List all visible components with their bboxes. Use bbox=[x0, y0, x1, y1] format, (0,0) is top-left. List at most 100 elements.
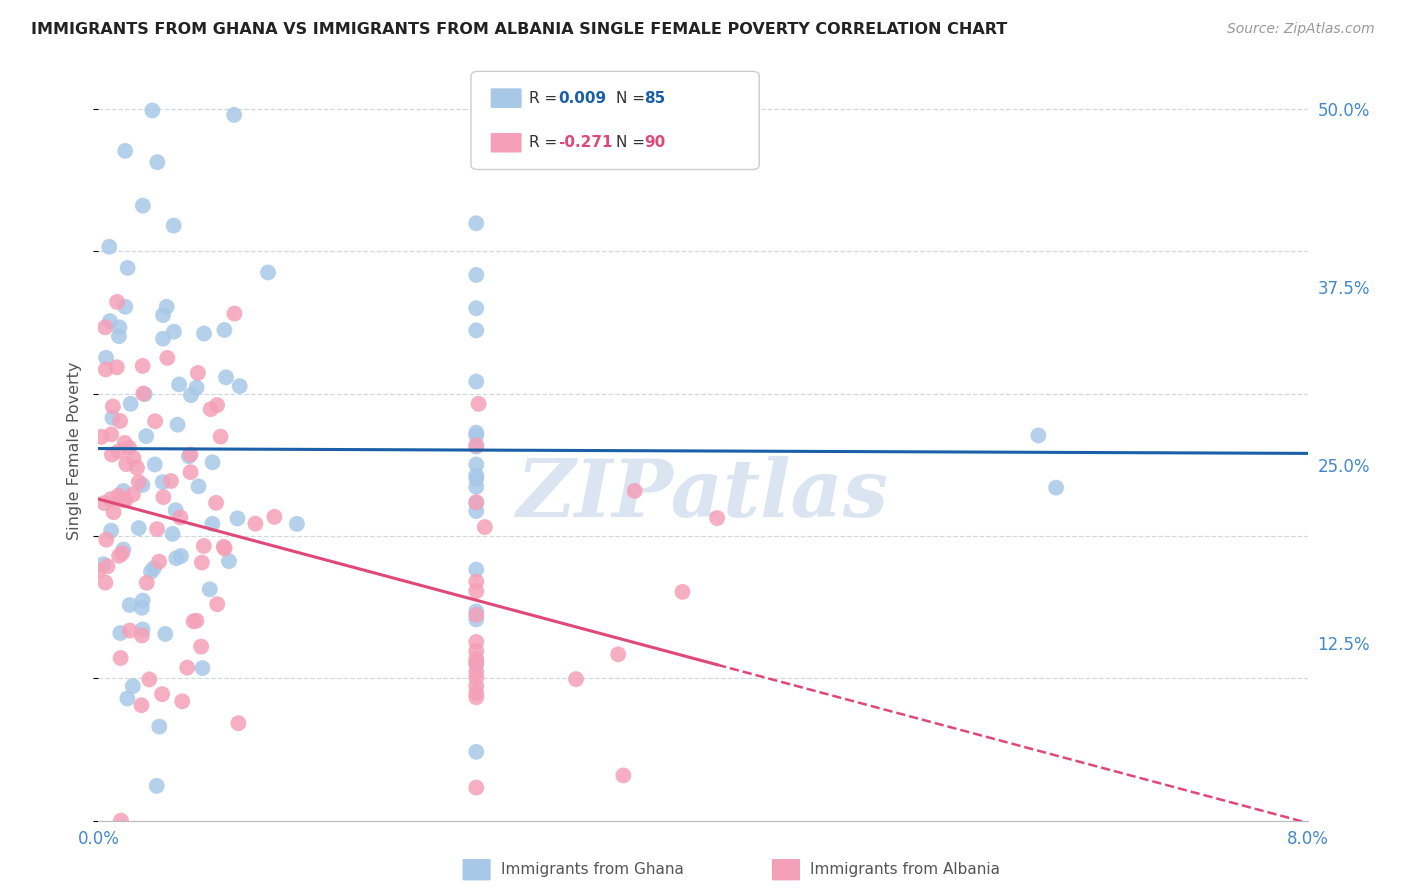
Point bbox=[465, 745, 488, 759]
Point bbox=[465, 495, 488, 509]
Point bbox=[170, 549, 193, 563]
Point bbox=[125, 460, 148, 475]
Point bbox=[111, 546, 134, 560]
Point bbox=[100, 524, 122, 538]
Point bbox=[228, 379, 250, 393]
Text: Immigrants from Ghana: Immigrants from Ghana bbox=[501, 863, 683, 877]
Text: IMMIGRANTS FROM GHANA VS IMMIGRANTS FROM ALBANIA SINGLE FEMALE POVERTY CORRELATI: IMMIGRANTS FROM GHANA VS IMMIGRANTS FROM… bbox=[31, 22, 1007, 37]
Point bbox=[131, 600, 153, 615]
Point bbox=[141, 103, 163, 118]
Point bbox=[117, 691, 139, 706]
Text: N =: N = bbox=[616, 91, 650, 105]
Point bbox=[465, 644, 488, 658]
Point bbox=[465, 635, 488, 649]
Point bbox=[1045, 481, 1067, 495]
Point bbox=[169, 510, 191, 524]
Point bbox=[465, 468, 488, 483]
Point bbox=[465, 652, 488, 666]
Point bbox=[112, 542, 135, 557]
Point bbox=[162, 527, 184, 541]
Text: R =: R = bbox=[529, 136, 562, 150]
Point bbox=[198, 582, 221, 597]
Point bbox=[285, 516, 308, 531]
Point bbox=[607, 648, 630, 662]
Point bbox=[465, 428, 488, 442]
Point bbox=[122, 451, 145, 466]
Point bbox=[565, 672, 588, 686]
Point bbox=[465, 657, 488, 672]
Point bbox=[94, 351, 117, 365]
Point bbox=[103, 505, 125, 519]
Point bbox=[176, 660, 198, 674]
Text: ZIPatlas: ZIPatlas bbox=[517, 456, 889, 533]
Point bbox=[465, 458, 488, 472]
Point bbox=[139, 565, 162, 579]
Point bbox=[245, 516, 267, 531]
Point bbox=[465, 375, 488, 389]
Point bbox=[465, 574, 488, 589]
Point bbox=[108, 414, 131, 428]
Text: 85: 85 bbox=[644, 91, 665, 105]
Point bbox=[465, 323, 488, 337]
Point bbox=[465, 438, 488, 452]
Point bbox=[612, 768, 634, 782]
Point bbox=[150, 687, 173, 701]
Point bbox=[93, 496, 115, 510]
Point bbox=[222, 108, 245, 122]
Text: R =: R = bbox=[529, 91, 562, 105]
Point bbox=[117, 260, 139, 275]
Point bbox=[100, 427, 122, 442]
Point bbox=[132, 386, 155, 401]
Point bbox=[177, 450, 200, 464]
Point bbox=[131, 698, 153, 713]
Point bbox=[465, 216, 488, 230]
Point bbox=[465, 425, 488, 440]
Point bbox=[465, 301, 488, 316]
Point bbox=[118, 598, 141, 612]
Text: -0.271: -0.271 bbox=[558, 136, 613, 150]
Point bbox=[131, 628, 153, 642]
Point bbox=[228, 716, 250, 731]
Point bbox=[187, 479, 209, 493]
Point bbox=[465, 686, 488, 700]
Point bbox=[465, 656, 488, 670]
Point bbox=[465, 440, 488, 454]
Text: 0.009: 0.009 bbox=[558, 91, 606, 105]
Point bbox=[465, 472, 488, 486]
Point bbox=[671, 585, 693, 599]
Point bbox=[101, 400, 124, 414]
Point bbox=[120, 397, 142, 411]
Point bbox=[152, 308, 174, 322]
Point bbox=[96, 559, 118, 574]
Point bbox=[155, 627, 177, 641]
Point bbox=[152, 490, 174, 504]
Point bbox=[186, 614, 208, 628]
Point bbox=[108, 549, 131, 563]
Text: N =: N = bbox=[616, 136, 650, 150]
Point bbox=[110, 626, 132, 640]
Point bbox=[183, 615, 205, 629]
Point bbox=[128, 521, 150, 535]
Point bbox=[131, 359, 153, 373]
Point bbox=[180, 465, 202, 479]
Point bbox=[465, 670, 488, 684]
Point bbox=[107, 489, 129, 503]
Point bbox=[152, 332, 174, 346]
Point bbox=[165, 503, 187, 517]
Point bbox=[143, 458, 166, 472]
Point bbox=[115, 457, 138, 471]
Point bbox=[193, 539, 215, 553]
Point bbox=[160, 474, 183, 488]
Point bbox=[138, 673, 160, 687]
Point bbox=[131, 623, 153, 637]
Point bbox=[108, 320, 131, 334]
Point bbox=[148, 555, 170, 569]
Point bbox=[465, 607, 488, 622]
Point bbox=[93, 557, 115, 571]
Point bbox=[101, 448, 124, 462]
Point bbox=[148, 720, 170, 734]
Point bbox=[465, 584, 488, 599]
Point bbox=[465, 496, 488, 510]
Point bbox=[146, 522, 169, 536]
Point bbox=[187, 366, 209, 380]
